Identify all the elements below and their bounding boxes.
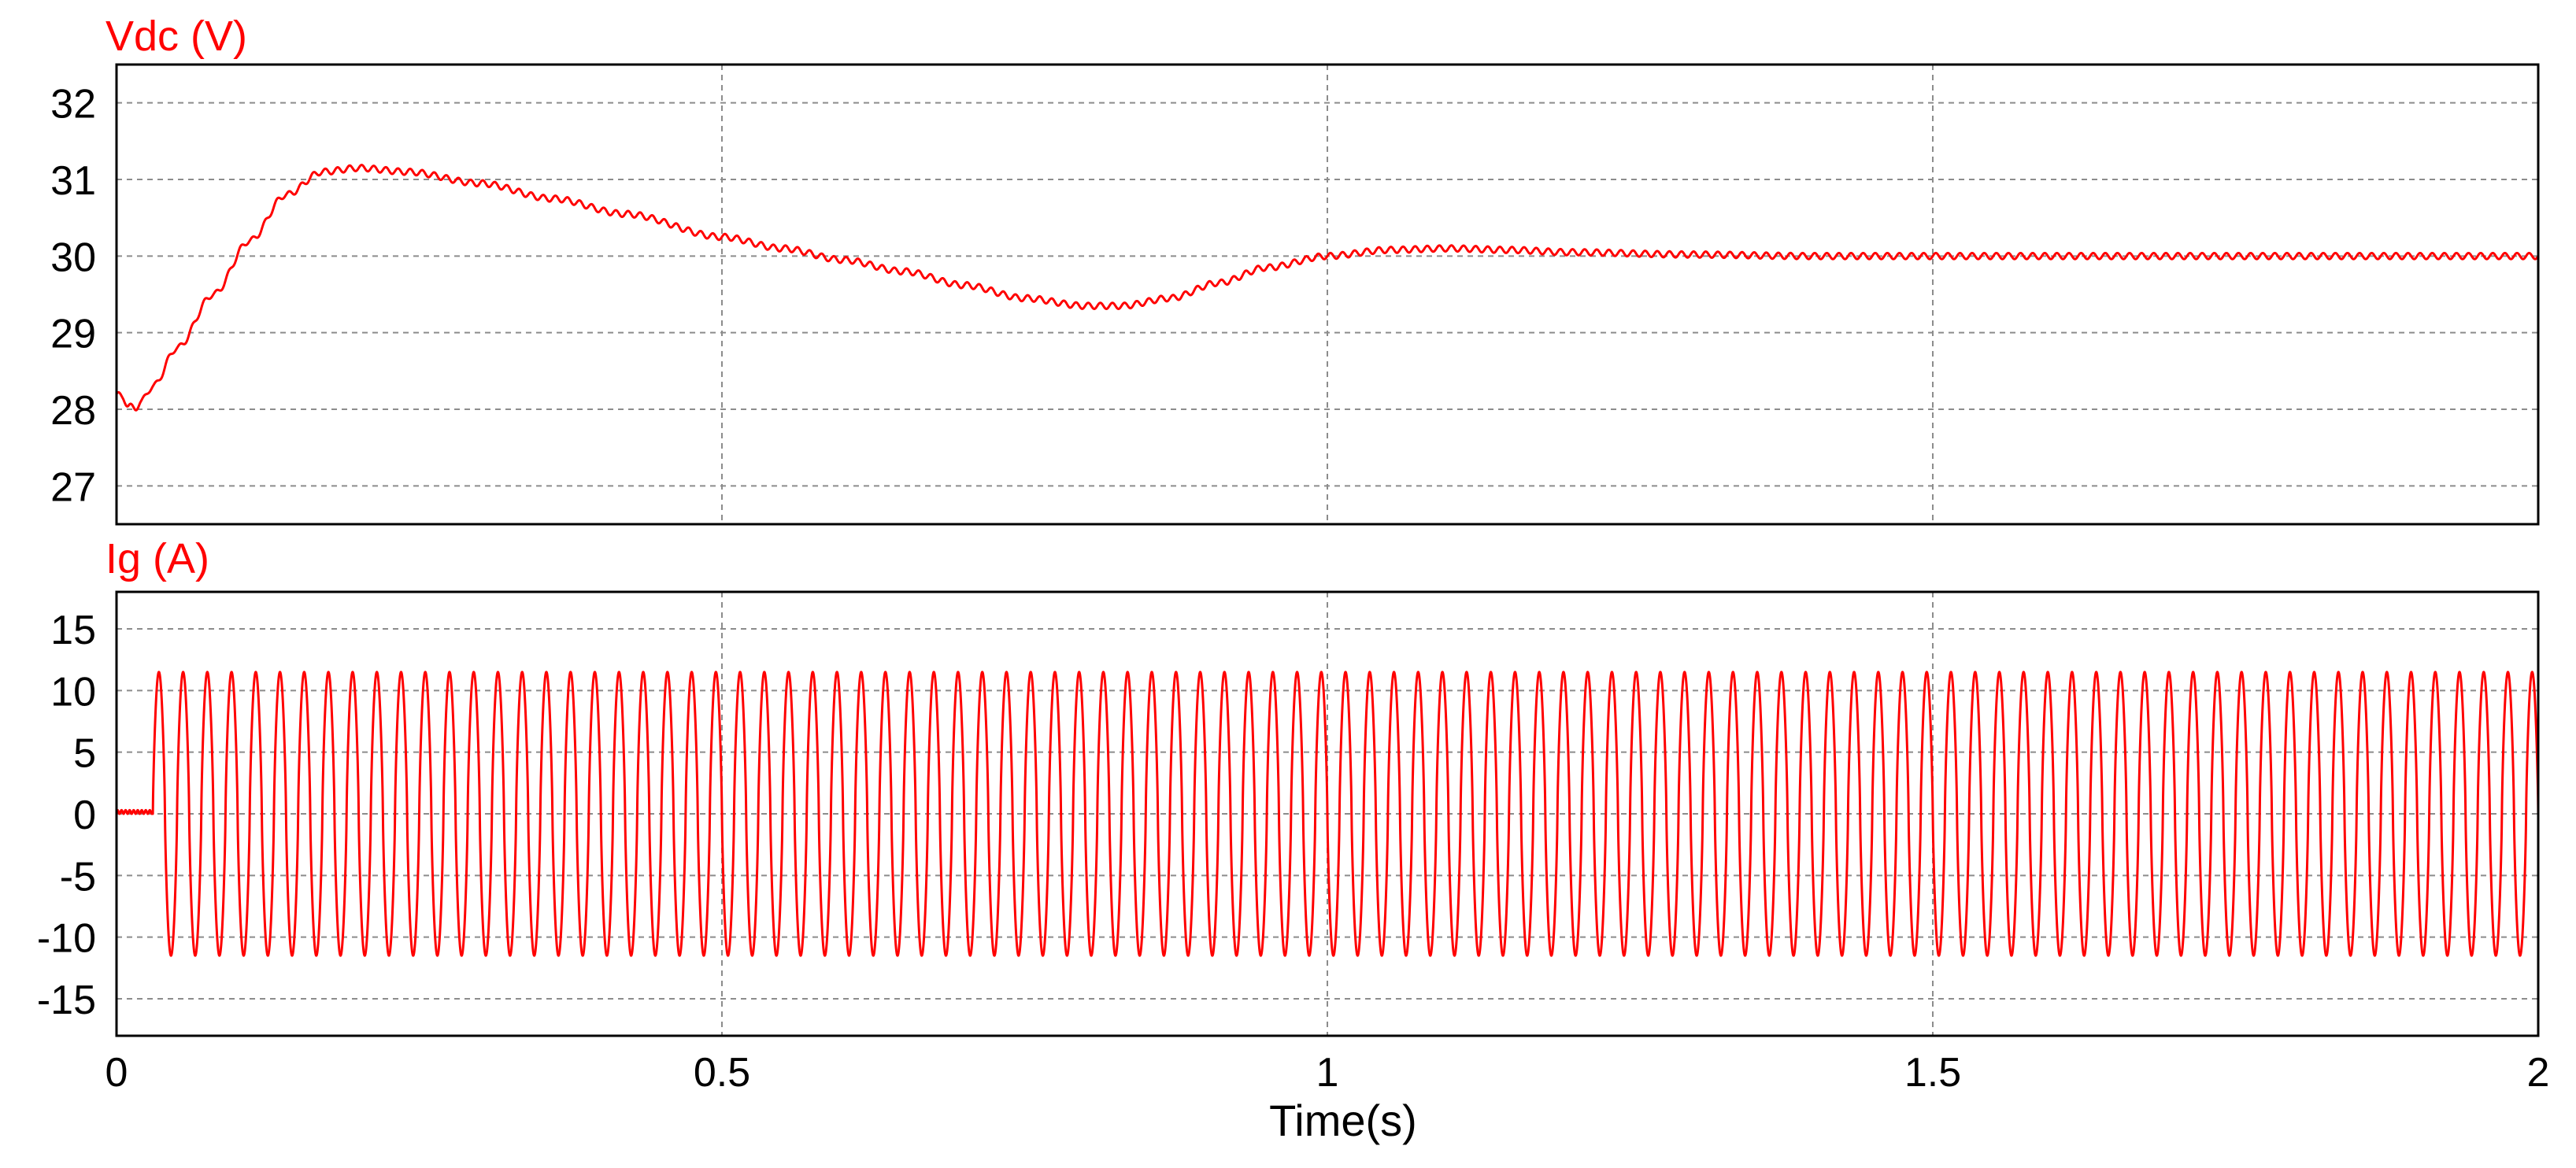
y-tick-label: 27	[50, 464, 96, 510]
vdc-grid	[117, 65, 2538, 524]
x-tick-label: 2	[2527, 1050, 2550, 1096]
y-tick-label: -15	[37, 978, 96, 1023]
vdc-plot-frame	[115, 63, 2540, 526]
x-tick-label: 1	[1316, 1050, 1339, 1096]
ig-grid	[117, 592, 2538, 1036]
vdc-series-line	[115, 164, 2540, 412]
y-tick-label: -5	[60, 854, 96, 900]
ig-panel: -15 -10 -5 0 5 10 15 0 0.5 1 1.5 2 Ig (A) Time(s)	[37, 535, 2550, 1145]
x-tick-label: 1.5	[1904, 1050, 1961, 1096]
y-tick-label: 15	[50, 608, 96, 653]
y-tick-label: 31	[50, 158, 96, 204]
y-tick-label: -10	[37, 916, 96, 962]
y-tick-label: 30	[50, 235, 96, 280]
vdc-panel: 27 28 29 30 31 32 Vdc (V)	[50, 13, 2540, 526]
y-tick-label: 28	[50, 388, 96, 434]
ig-plot-frame	[115, 590, 2540, 1037]
y-tick-label: 0	[73, 793, 96, 838]
x-tick-label: 0	[105, 1050, 128, 1096]
x-tick-labels: 0 0.5 1 1.5 2	[105, 1050, 2550, 1096]
y-tick-label: 10	[50, 669, 96, 715]
ig-panel-title: Ig (A)	[105, 535, 209, 582]
vdc-series	[115, 164, 2540, 412]
y-tick-label: 32	[50, 82, 96, 128]
vdc-panel-title: Vdc (V)	[105, 13, 247, 60]
ig-y-tick-labels: -15 -10 -5 0 5 10 15	[37, 608, 96, 1023]
y-tick-label: 5	[73, 731, 96, 777]
vdc-y-tick-labels: 27 28 29 30 31 32	[50, 82, 96, 511]
ig-series-line	[115, 671, 2540, 957]
ig-series	[115, 671, 2540, 957]
y-tick-label: 29	[50, 312, 96, 357]
x-tick-label: 0.5	[694, 1050, 750, 1096]
x-axis-label: Time(s)	[1269, 1096, 1417, 1145]
